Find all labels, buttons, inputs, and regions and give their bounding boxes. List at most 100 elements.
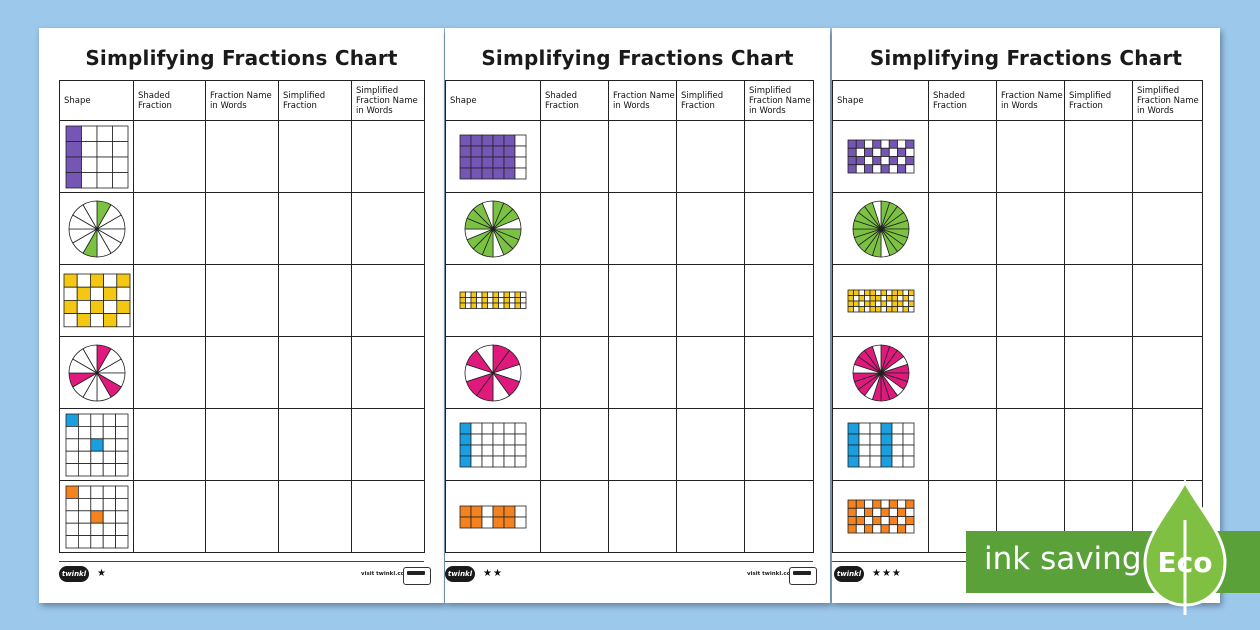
empty-cell (858, 444, 870, 456)
shaded-fraction-cell[interactable] (928, 120, 997, 193)
empty-cell (509, 302, 516, 310)
empty-cell (904, 507, 914, 517)
shaded-fraction-cell[interactable] (133, 120, 206, 193)
simplified-name-cell[interactable] (1132, 264, 1203, 337)
shape-cell (832, 264, 929, 337)
empty-cell (470, 422, 483, 434)
fraction-name-cell[interactable] (608, 120, 677, 193)
simplified-name-cell[interactable] (744, 192, 814, 265)
empty-cell (102, 273, 117, 288)
simplified-name-cell[interactable] (744, 120, 814, 193)
fraction-name-cell[interactable] (996, 192, 1065, 265)
simplified-fraction-cell[interactable] (1064, 264, 1133, 337)
shaded-fraction-cell[interactable] (540, 264, 609, 337)
empty-cell (902, 444, 914, 456)
simplified-name-cell[interactable] (351, 408, 425, 481)
shaded-fraction-cell[interactable] (133, 336, 206, 409)
shaded-cell (89, 509, 104, 524)
simplified-fraction-cell[interactable] (1064, 408, 1133, 481)
simplified-fraction-cell[interactable] (278, 264, 352, 337)
shaded-fraction-cell[interactable] (928, 264, 997, 337)
fraction-name-cell[interactable] (205, 336, 279, 409)
simplified-name-cell[interactable] (1132, 408, 1203, 481)
fraction-name-cell[interactable] (205, 120, 279, 193)
simplified-name-cell[interactable] (351, 336, 425, 409)
simplified-fraction-cell[interactable] (278, 408, 352, 481)
empty-cell (80, 140, 97, 157)
simplified-fraction-cell[interactable] (676, 336, 745, 409)
fractions-table: Shape Shaded Fraction Fraction Name in W… (832, 80, 1203, 553)
empty-cell (487, 297, 494, 304)
shaded-fraction-cell[interactable] (540, 480, 609, 553)
shaded-cell (492, 516, 505, 528)
simplified-name-cell[interactable] (1132, 336, 1203, 409)
empty-cell (487, 302, 494, 310)
shaded-fraction-cell[interactable] (540, 336, 609, 409)
twinkl-logo: twinkl (834, 566, 864, 582)
fraction-name-cell[interactable] (205, 408, 279, 481)
simplified-name-cell[interactable] (351, 192, 425, 265)
simplified-fraction-cell[interactable] (278, 120, 352, 193)
shaded-cell (847, 139, 857, 149)
simplified-fraction-cell[interactable] (1064, 336, 1133, 409)
simplified-fraction-cell[interactable] (1064, 192, 1133, 265)
shaded-fraction-cell[interactable] (928, 192, 997, 265)
fraction-name-cell[interactable] (608, 480, 677, 553)
shape-cell (832, 120, 929, 193)
shaded-cell (470, 145, 483, 157)
empty-cell (89, 462, 104, 476)
simplified-name-cell[interactable] (351, 264, 425, 337)
fraction-name-cell[interactable] (608, 192, 677, 265)
fraction-name-cell[interactable] (996, 120, 1065, 193)
simplified-fraction-cell[interactable] (278, 192, 352, 265)
shaded-cell (869, 289, 876, 296)
shape-cell (59, 192, 134, 265)
fraction-name-cell[interactable] (608, 336, 677, 409)
empty-cell (863, 139, 873, 149)
shaded-fraction-cell[interactable] (540, 192, 609, 265)
fraction-name-cell[interactable] (996, 336, 1065, 409)
shaded-fraction-cell[interactable] (133, 408, 206, 481)
shaded-fraction-cell[interactable] (540, 408, 609, 481)
table-row (445, 480, 814, 553)
shaded-fraction-cell[interactable] (133, 264, 206, 337)
simplified-name-cell[interactable] (744, 336, 814, 409)
simplified-name-cell[interactable] (744, 264, 814, 337)
fraction-name-cell[interactable] (205, 480, 279, 553)
simplified-fraction-cell[interactable] (676, 120, 745, 193)
shaded-cell (863, 164, 873, 174)
simplified-fraction-cell[interactable] (676, 264, 745, 337)
simplified-fraction-cell[interactable] (278, 336, 352, 409)
empty-cell (896, 156, 906, 166)
fraction-name-cell[interactable] (996, 264, 1065, 337)
fraction-name-cell[interactable] (996, 408, 1065, 481)
fraction-name-cell[interactable] (608, 408, 677, 481)
simplified-name-cell[interactable] (744, 480, 814, 553)
empty-cell (77, 497, 91, 511)
simplified-name-cell[interactable] (351, 480, 425, 553)
shaded-fraction-cell[interactable] (928, 336, 997, 409)
simplified-fraction-cell[interactable] (676, 480, 745, 553)
shaded-cell (871, 516, 881, 526)
simplified-name-cell[interactable] (351, 120, 425, 193)
shaded-fraction-cell[interactable] (540, 120, 609, 193)
shaded-fraction-cell[interactable] (133, 480, 206, 553)
shaded-fraction-cell[interactable] (133, 192, 206, 265)
empty-slice (81, 344, 97, 374)
simplified-fraction-cell[interactable] (676, 192, 745, 265)
empty-cell (852, 305, 859, 312)
table-row (832, 120, 1203, 193)
shaded-fraction-cell[interactable] (928, 408, 997, 481)
fraction-name-cell[interactable] (205, 264, 279, 337)
simplified-fraction-cell[interactable] (278, 480, 352, 553)
simplified-name-cell[interactable] (1132, 120, 1203, 193)
shape-cell (445, 480, 541, 553)
shaded-cell (459, 291, 466, 299)
simplified-fraction-cell[interactable] (1064, 120, 1133, 193)
fraction-name-cell[interactable] (205, 192, 279, 265)
shaded-cell (514, 291, 521, 299)
fraction-name-cell[interactable] (608, 264, 677, 337)
simplified-name-cell[interactable] (744, 408, 814, 481)
simplified-fraction-cell[interactable] (676, 408, 745, 481)
simplified-name-cell[interactable] (1132, 192, 1203, 265)
